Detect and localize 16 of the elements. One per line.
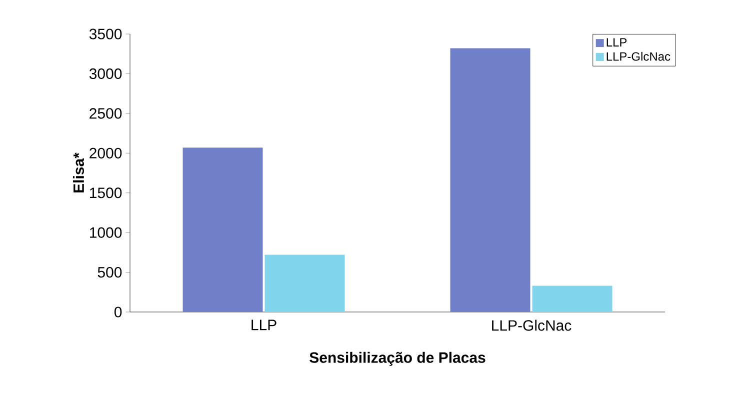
y-tick-label: 500 xyxy=(98,266,122,278)
bar xyxy=(264,254,345,312)
y-tick-label: 1500 xyxy=(90,188,122,198)
legend-label: LLP-GlcNac xyxy=(606,52,670,61)
y-tick-label: 3500 xyxy=(89,28,122,40)
y-tick-label: 2500 xyxy=(90,108,122,119)
y-tick-label: 2000 xyxy=(90,148,122,158)
bar xyxy=(182,148,263,312)
y-tick-label: 1000 xyxy=(90,227,122,238)
x-axis-title: Sensibilização de Placas xyxy=(310,352,486,366)
y-tick-label: 3000 xyxy=(89,68,122,80)
legend-label: LLP xyxy=(606,38,627,46)
bar xyxy=(532,286,612,312)
bar xyxy=(450,48,530,312)
y-tick-label: 0 xyxy=(114,306,122,318)
y-axis-title: Elisa* xyxy=(73,152,84,192)
